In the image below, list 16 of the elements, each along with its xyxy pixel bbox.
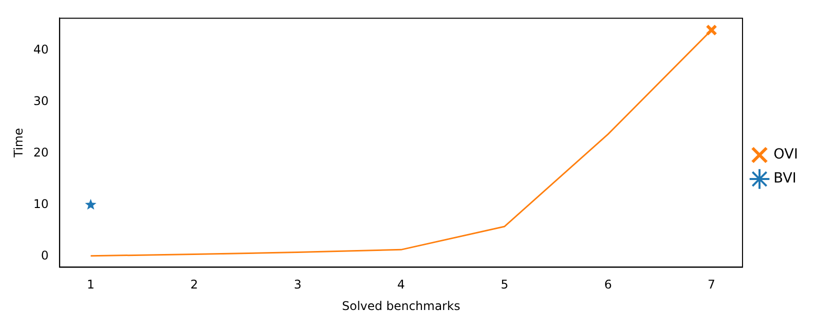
x-tick-label: 3 bbox=[294, 278, 302, 292]
y-tick-label: 20 bbox=[33, 145, 49, 160]
x-axis-title: Solved benchmarks bbox=[342, 298, 460, 313]
x-tick-label: 2 bbox=[190, 278, 198, 292]
y-tick-label: 10 bbox=[33, 196, 49, 211]
x-tick-label: 1 bbox=[86, 278, 95, 292]
y-tick-label: 0 bbox=[41, 248, 49, 262]
x-tick-label: 7 bbox=[708, 278, 716, 292]
y-tick-label: 30 bbox=[33, 94, 49, 108]
x-tick-label: 5 bbox=[500, 278, 508, 292]
x-tick-label: 4 bbox=[397, 278, 405, 292]
legend-label: OVI bbox=[774, 146, 798, 163]
y-tick-label: 40 bbox=[33, 42, 49, 56]
legend-label: BVI bbox=[774, 170, 796, 187]
x-tick-label: 6 bbox=[604, 278, 612, 292]
y-axis-title: Time bbox=[11, 128, 26, 158]
